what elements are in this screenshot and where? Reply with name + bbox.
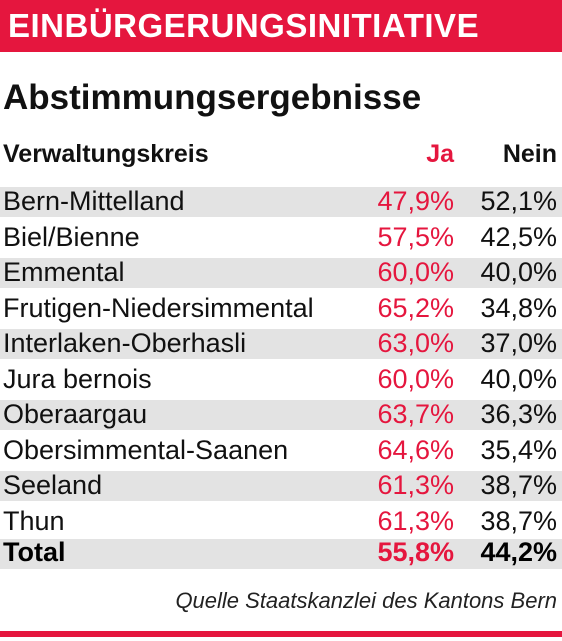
total-yes-value: 55,8% (377, 537, 454, 567)
table-row: Frutigen-Niedersimmental 65,2% 34,8% (0, 291, 562, 327)
yes-value: 60,0% (377, 363, 454, 394)
yes-value: 47,9% (377, 186, 454, 216)
table-row: Biel/Bienne 57,5% 42,5% (0, 220, 562, 256)
yes-value: 63,0% (377, 328, 454, 358)
yes-value: 61,3% (377, 470, 454, 500)
district-name: Biel/Bienne (3, 221, 140, 252)
no-value: 34,8% (480, 292, 557, 323)
no-value: 38,7% (480, 505, 557, 536)
source-note: Quelle Staatskanzlei des Kantons Bern (175, 588, 557, 613)
column-header-district: Verwaltungskreis (3, 140, 209, 168)
table-row: Jura bernois 60,0% 40,0% (0, 362, 562, 398)
yes-value: 60,0% (377, 257, 454, 287)
table-row: Oberaargau 63,7% 36,3% (0, 397, 562, 433)
no-value: 36,3% (480, 399, 557, 429)
district-name: Obersimmental-Saanen (3, 434, 289, 465)
table-row: Obersimmental-Saanen 64,6% 35,4% (0, 433, 562, 469)
results-table: Bern-Mittelland 47,9% 52,1% Biel/Bienne … (0, 184, 562, 539)
district-name: Jura bernois (3, 363, 152, 394)
table-row: Thun 61,3% 38,7% (0, 504, 562, 540)
district-name: Seeland (3, 470, 103, 500)
no-value: 35,4% (480, 434, 557, 465)
no-value: 52,1% (480, 186, 557, 216)
no-value: 40,0% (480, 257, 557, 287)
no-value: 42,5% (480, 221, 557, 252)
table-row: Interlaken-Oberhasli 63,0% 37,0% (0, 326, 562, 362)
table-row: Bern-Mittelland 47,9% 52,1% (0, 184, 562, 220)
table-row: Emmental 60,0% 40,0% (0, 255, 562, 291)
district-name: Interlaken-Oberhasli (3, 328, 247, 358)
no-value: 38,7% (480, 470, 557, 500)
district-name: Emmental (3, 257, 125, 287)
yes-value: 57,5% (377, 221, 454, 252)
total-no-value: 44,2% (480, 537, 557, 567)
no-value: 37,0% (480, 328, 557, 358)
yes-value: 61,3% (377, 505, 454, 536)
district-name: Bern-Mittelland (3, 186, 185, 216)
column-header-yes: Ja (426, 140, 454, 168)
banner: EINBÜRGERUNGSINITIATIVE (0, 0, 562, 52)
district-name: Thun (3, 505, 65, 536)
yes-value: 64,6% (377, 434, 454, 465)
district-name: Frutigen-Niedersimmental (3, 292, 314, 323)
total-label: Total (3, 537, 66, 567)
total-row: Total 55,8% 44,2% (0, 536, 562, 572)
table-header: Verwaltungskreis Ja Nein (0, 140, 562, 172)
table-row: Seeland 61,3% 38,7% (0, 468, 562, 504)
district-name: Oberaargau (3, 399, 148, 429)
bottom-divider (0, 631, 562, 637)
banner-title: EINBÜRGERUNGSINITIATIVE (8, 7, 480, 44)
page-title: Abstimmungsergebnisse (3, 78, 422, 117)
yes-value: 63,7% (377, 399, 454, 429)
column-header-no: Nein (502, 140, 557, 168)
yes-value: 65,2% (377, 292, 454, 323)
no-value: 40,0% (480, 363, 557, 394)
